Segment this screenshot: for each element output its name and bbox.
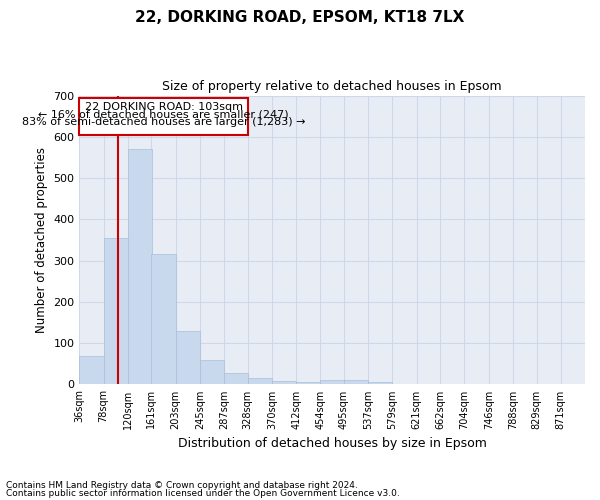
FancyBboxPatch shape [79,98,248,135]
Bar [296,382,320,384]
Bar [128,149,152,384]
Text: 83% of semi-detached houses are larger (1,283) →: 83% of semi-detached houses are larger (… [22,116,305,126]
Text: ← 16% of detached houses are smaller (247): ← 16% of detached houses are smaller (24… [38,109,289,119]
Y-axis label: Number of detached properties: Number of detached properties [35,147,48,333]
Bar [344,380,368,384]
Text: Contains HM Land Registry data © Crown copyright and database right 2024.: Contains HM Land Registry data © Crown c… [6,481,358,490]
Title: Size of property relative to detached houses in Epsom: Size of property relative to detached ho… [163,80,502,93]
Bar [151,254,176,384]
Bar [248,378,272,384]
Bar [176,331,200,384]
Text: Contains public sector information licensed under the Open Government Licence v3: Contains public sector information licen… [6,488,400,498]
Bar [224,373,248,384]
Bar [272,381,296,384]
Bar [79,356,104,384]
Bar [368,382,392,384]
Text: 22 DORKING ROAD: 103sqm: 22 DORKING ROAD: 103sqm [85,102,242,112]
Text: 22, DORKING ROAD, EPSOM, KT18 7LX: 22, DORKING ROAD, EPSOM, KT18 7LX [136,10,464,25]
Bar [200,360,224,384]
Bar [320,380,344,384]
X-axis label: Distribution of detached houses by size in Epsom: Distribution of detached houses by size … [178,437,487,450]
Bar [104,238,128,384]
